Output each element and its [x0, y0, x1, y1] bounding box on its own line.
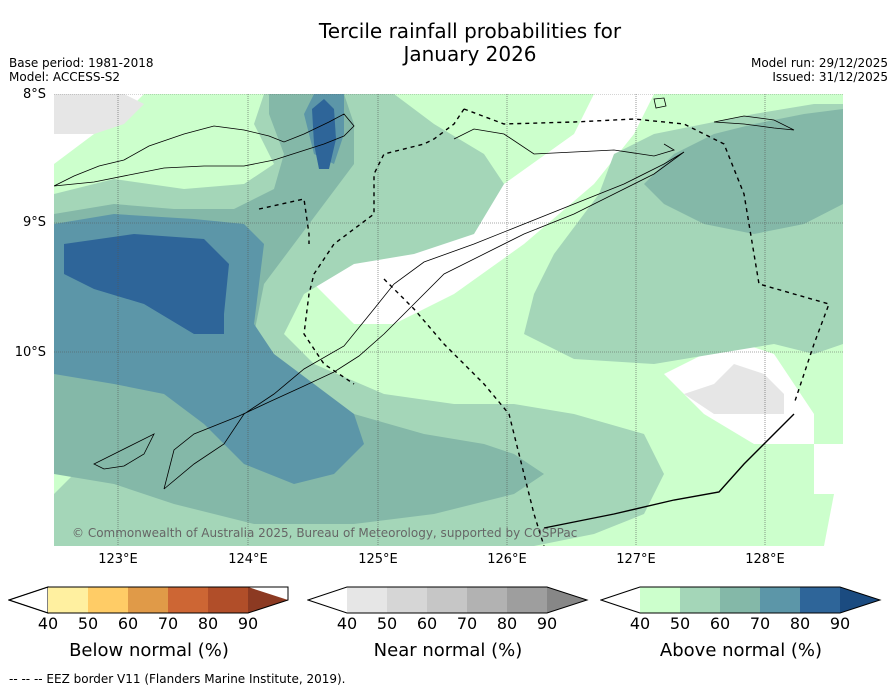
lat-label-8s: 8°S [22, 87, 46, 102]
cbar-near-arrow-left [308, 587, 347, 613]
lon-label-125: 125°E [358, 552, 398, 567]
coast-timor [163, 151, 685, 490]
eez-border [258, 108, 830, 546]
cbar-below-tick: 60 [117, 614, 139, 633]
cbar-above-tick: 80 [789, 614, 811, 633]
coast-north-small [653, 97, 667, 109]
eez-line-south [543, 413, 795, 529]
cbar-near-seg-2 [387, 587, 427, 613]
coast-rote [93, 433, 155, 470]
eez-solid [543, 413, 795, 529]
lat-label-10s: 10°S [14, 345, 46, 360]
coast-wetar [713, 115, 795, 131]
cbar-below-tick: 40 [37, 614, 59, 633]
cbar-near-tick: 80 [496, 614, 518, 633]
lon-label-128: 128°E [745, 552, 785, 567]
cbar-near-tick: 50 [376, 614, 398, 633]
cbar-above-tick: 60 [709, 614, 731, 633]
cbar-below-seg-2 [88, 587, 128, 613]
eez-footnote: -- -- -- EEZ border V11 (Flanders Marine… [9, 672, 346, 686]
cbar-above-tick: 70 [749, 614, 771, 633]
colorbar-above-svg [600, 586, 882, 614]
cbar-near-seg-3 [427, 587, 467, 613]
cbar-near-tick: 90 [536, 614, 558, 633]
cbar-above-tick: 90 [829, 614, 851, 633]
contour-near-50-east [684, 364, 784, 414]
cbar-below-outline [8, 586, 289, 614]
cbar-above-seg-1 [640, 587, 680, 613]
cbar-near-seg-1 [347, 587, 387, 613]
model-run: Model run: 29/12/2025 [750, 56, 888, 70]
cbar-above-seg-4 [760, 587, 800, 613]
cbar-near-tick: 60 [416, 614, 438, 633]
cbar-above-arrow-left [601, 587, 640, 613]
cbar-below-seg-5 [208, 587, 248, 613]
cbar-below-seg-4 [168, 587, 208, 613]
base-period: Base period: 1981-2018 [9, 56, 154, 70]
copyright-text: © Commonwealth of Australia 2025, Bureau… [72, 526, 578, 540]
cbar-near-outline [307, 586, 589, 614]
cbar-above-seg-2 [680, 587, 720, 613]
lon-label-126: 126°E [487, 552, 527, 567]
cbar-near-seg-5 [507, 587, 547, 613]
contour-above-60-east [644, 109, 843, 234]
cbar-below-arrow-left [8, 586, 49, 614]
cbar-above-seg-5 [800, 587, 840, 613]
lon-label-124: 124°E [228, 552, 268, 567]
contour-above-80-top [312, 99, 336, 169]
issued-date: Issued: 31/12/2025 [772, 70, 888, 84]
eez-line-main [303, 108, 465, 385]
coast-flores [54, 113, 355, 187]
colorbar-near-svg [307, 586, 589, 614]
cbar-near-label: Near normal (%) [373, 640, 523, 661]
cbar-below-arrow-right [248, 587, 288, 613]
cbar-near-tick: 70 [456, 614, 478, 633]
model-name: Model: ACCESS-S2 [9, 70, 121, 84]
cbar-above-tick: 50 [669, 614, 691, 633]
coastlines [54, 97, 795, 490]
cbar-above-arrow-right [840, 587, 880, 613]
lon-label-127: 127°E [616, 552, 656, 567]
cbar-near-seg-4 [467, 587, 507, 613]
cbar-near-tick: 40 [336, 614, 358, 633]
cbar-below-label: Below normal (%) [69, 640, 229, 661]
cbar-below-tick: 80 [197, 614, 219, 633]
contour-above-80 [64, 234, 229, 334]
cbar-above-outline [600, 586, 882, 614]
map-svg [54, 94, 843, 546]
meta-right: Model run: 29/12/2025 Issued: 31/12/2025 [751, 56, 888, 84]
eez-line-timor [383, 278, 545, 546]
chart-title: Tercile rainfall probabilities for Janua… [0, 20, 896, 66]
contour-above-60 [54, 94, 544, 524]
cbar-below-seg-1 [48, 587, 88, 613]
cbar-above-label: Above normal (%) [659, 640, 823, 661]
title-line-2: January 2026 [403, 42, 537, 66]
lon-label-123: 123°E [98, 552, 138, 567]
lat-label-9s: 9°S [22, 215, 46, 230]
cbar-near-arrow-right [547, 587, 587, 613]
cbar-above-seg-3 [720, 587, 760, 613]
coast-alor [453, 128, 675, 157]
cbar-above-tick: 40 [629, 614, 651, 633]
cbar-below-tick: 70 [157, 614, 179, 633]
cbar-below-tick: 90 [237, 614, 259, 633]
cbar-below-seg-3 [128, 587, 168, 613]
cbar-below-tick: 50 [77, 614, 99, 633]
title-line-1: Tercile rainfall probabilities for [318, 19, 622, 43]
contour-near-40 [54, 94, 144, 134]
meta-left: Base period: 1981-2018 Model: ACCESS-S2 [9, 56, 154, 84]
colorbar-below-svg [8, 586, 289, 614]
map-panel: © Commonwealth of Australia 2025, Bureau… [54, 94, 843, 546]
gridlines [54, 94, 843, 546]
